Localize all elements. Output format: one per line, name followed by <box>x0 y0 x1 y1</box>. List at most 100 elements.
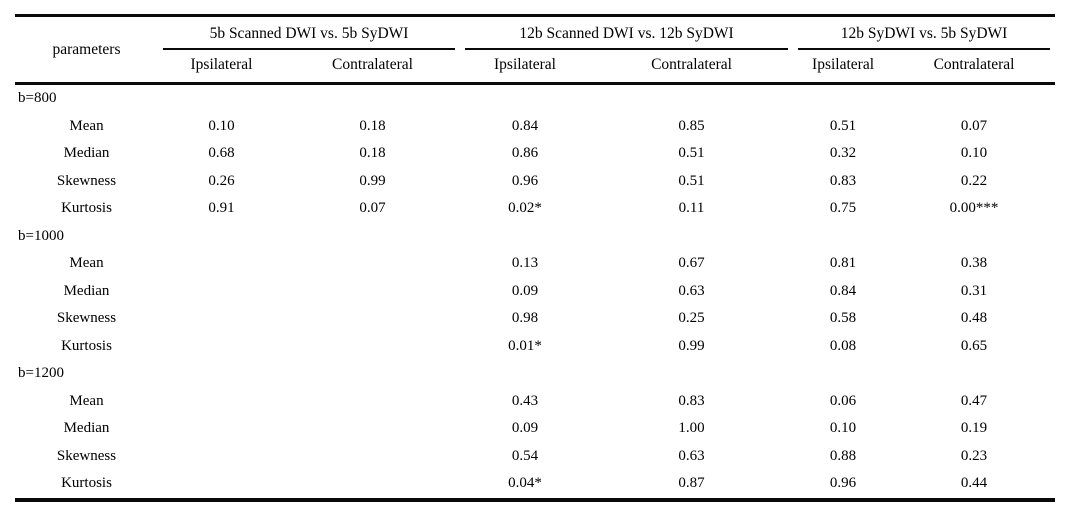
value-cell: 0.44 <box>960 475 988 492</box>
value-cell: 0.96 <box>829 475 857 492</box>
value-cell <box>158 415 285 443</box>
value-cell: 0.67 <box>678 255 705 272</box>
value-cell <box>285 333 460 361</box>
value-cell: 0.26 <box>208 172 235 189</box>
value-cell: 0.83 <box>678 392 705 409</box>
value-cell: 0.32 <box>829 145 857 162</box>
section-label: b=1200 <box>18 365 64 382</box>
value-cell: 0.63 <box>678 282 705 299</box>
value-cell <box>285 415 460 443</box>
param-cell: Mean <box>69 392 104 409</box>
value-cell: 0.22 <box>960 172 988 189</box>
value-cell: 0.91 <box>208 200 235 217</box>
value-cell: 0.10 <box>960 145 988 162</box>
value-cell: 0.18 <box>359 117 386 134</box>
value-cell <box>285 470 460 500</box>
value-cell: 0.65 <box>960 337 988 354</box>
value-cell: 0.09 <box>511 282 539 299</box>
value-cell: 0.18 <box>359 145 386 162</box>
param-cell: Skewness <box>56 172 117 189</box>
value-cell: 0.87 <box>678 475 705 492</box>
table-row: Median 0.09 0.63 0.84 0.31 <box>15 278 1055 306</box>
value-cell: 0.98 <box>511 310 539 327</box>
value-cell: 0.84 <box>511 117 539 134</box>
table-row: Mean 0.43 0.83 0.06 0.47 <box>15 388 1055 416</box>
value-cell: 0.48 <box>960 310 988 327</box>
value-cell: 0.51 <box>829 117 857 134</box>
section-row: b=800 <box>15 84 1055 113</box>
table-row: Kurtosis 0.01* 0.99 0.08 0.65 <box>15 333 1055 361</box>
value-cell: 0.58 <box>829 310 857 327</box>
param-cell: Mean <box>69 255 104 272</box>
subheader-g1-ipsilateral: Ipsilateral <box>158 50 285 85</box>
value-cell: 0.23 <box>960 447 988 464</box>
section-label: b=800 <box>18 90 57 107</box>
table-row: Mean 0.13 0.67 0.81 0.38 <box>15 250 1055 278</box>
value-cell <box>158 470 285 500</box>
value-cell: 0.51 <box>678 172 705 189</box>
value-cell: 0.07 <box>359 200 386 217</box>
value-cell: 0.43 <box>511 392 539 409</box>
value-cell: 0.31 <box>960 282 988 299</box>
value-cell: 0.19 <box>960 420 988 437</box>
value-cell <box>285 305 460 333</box>
param-cell: Median <box>63 145 110 162</box>
value-cell: 0.96 <box>511 172 539 189</box>
value-cell: 0.54 <box>511 447 539 464</box>
value-cell <box>285 443 460 471</box>
section-row: b=1200 <box>15 360 1055 388</box>
value-cell <box>158 443 285 471</box>
value-cell: 0.07 <box>960 117 988 134</box>
value-cell: 0.06 <box>829 392 857 409</box>
table-row: Skewness 0.54 0.63 0.88 0.23 <box>15 443 1055 471</box>
value-cell <box>285 388 460 416</box>
group-header-1-label: 5b Scanned DWI vs. 5b SyDWI <box>163 17 456 50</box>
group-header-3-label: 12b SyDWI vs. 5b SyDWI <box>798 17 1051 50</box>
value-cell: 0.47 <box>960 392 988 409</box>
value-cell: 0.38 <box>960 255 988 272</box>
value-cell: 0.63 <box>678 447 705 464</box>
value-cell: 0.51 <box>678 145 705 162</box>
subheader-g2-contralateral: Contralateral <box>590 50 794 85</box>
value-cell: 0.10 <box>829 420 857 437</box>
value-cell <box>158 278 285 306</box>
param-cell: Kurtosis <box>61 475 112 492</box>
subheader-g3-ipsilateral: Ipsilateral <box>793 50 894 85</box>
param-cell: Median <box>63 420 110 437</box>
table-row: Skewness 0.26 0.99 0.96 0.51 0.83 0.22 <box>15 168 1055 196</box>
value-cell <box>285 250 460 278</box>
section-label: b=1000 <box>18 227 64 244</box>
value-cell: 0.75 <box>829 200 857 217</box>
table-row: Median 0.09 1.00 0.10 0.19 <box>15 415 1055 443</box>
value-cell <box>285 278 460 306</box>
group-header-2: 12b Scanned DWI vs. 12b SyDWI <box>460 16 793 50</box>
param-cell: Kurtosis <box>61 337 112 354</box>
subheader-g2-ipsilateral: Ipsilateral <box>460 50 591 85</box>
value-cell <box>158 333 285 361</box>
value-cell: 0.88 <box>829 447 857 464</box>
subheader-g3-contralateral: Contralateral <box>893 50 1056 85</box>
value-cell: 1.00 <box>678 420 705 437</box>
value-cell: 0.11 <box>678 200 705 217</box>
value-cell: 0.86 <box>511 145 539 162</box>
value-cell: 0.99 <box>678 337 705 354</box>
table-row: Kurtosis 0.91 0.07 0.02* 0.11 0.75 0.00*** <box>15 195 1055 223</box>
group-header-2-label: 12b Scanned DWI vs. 12b SyDWI <box>465 17 789 50</box>
param-column-header: parameters <box>15 15 158 85</box>
subheader-row: Ipsilateral Contralateral Ipsilateral Co… <box>15 50 1056 85</box>
group-header-row: parameters 5b Scanned DWI vs. 5b SyDWI 1… <box>15 15 1055 85</box>
value-cell: 0.85 <box>678 117 705 134</box>
table-row: Skewness 0.98 0.25 0.58 0.48 <box>15 305 1055 333</box>
value-cell: 0.13 <box>511 255 539 272</box>
group-header-3: 12b SyDWI vs. 5b SyDWI <box>793 16 1055 50</box>
param-cell: Skewness <box>56 447 117 464</box>
value-cell: 0.04* <box>508 475 542 492</box>
table-row: Median 0.68 0.18 0.86 0.51 0.32 0.10 <box>15 140 1055 168</box>
value-cell: 0.83 <box>829 172 857 189</box>
param-cell: Median <box>63 282 110 299</box>
value-cell: 0.00*** <box>949 200 999 217</box>
value-cell: 0.99 <box>359 172 386 189</box>
value-cell: 0.02* <box>508 200 542 217</box>
group-header-1: 5b Scanned DWI vs. 5b SyDWI <box>158 16 460 50</box>
